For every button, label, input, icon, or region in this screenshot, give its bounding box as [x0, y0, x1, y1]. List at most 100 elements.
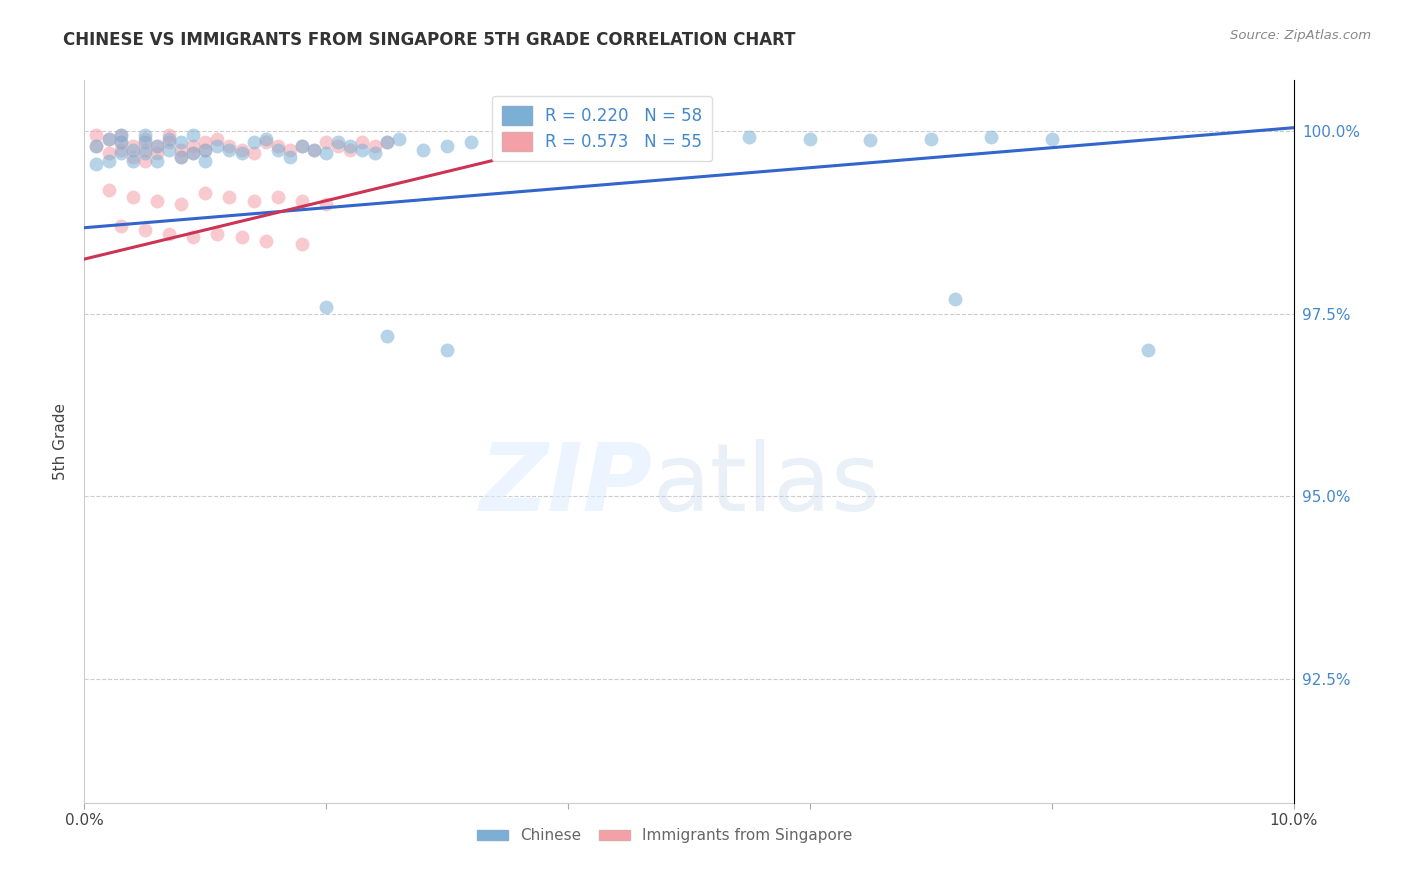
Point: [110, 128, 132, 142]
Point: [533, 136, 555, 150]
Point: [157, 227, 180, 241]
Point: [134, 153, 156, 168]
Point: [291, 139, 314, 153]
Point: [315, 300, 337, 314]
Point: [181, 146, 204, 161]
Point: [267, 143, 290, 157]
Point: [328, 139, 350, 153]
Text: CHINESE VS IMMIGRANTS FROM SINGAPORE 5TH GRADE CORRELATION CHART: CHINESE VS IMMIGRANTS FROM SINGAPORE 5TH…: [63, 31, 796, 49]
Point: [146, 153, 169, 168]
Point: [134, 223, 156, 237]
Point: [1137, 343, 1160, 358]
Point: [799, 131, 821, 145]
Point: [121, 143, 143, 157]
Point: [231, 230, 253, 244]
Point: [278, 143, 301, 157]
Point: [146, 139, 169, 153]
Point: [170, 150, 193, 164]
Point: [110, 143, 132, 157]
Point: [315, 146, 337, 161]
Point: [157, 136, 180, 150]
Point: [194, 143, 217, 157]
Point: [291, 194, 314, 208]
Point: [242, 136, 264, 150]
Point: [194, 136, 217, 150]
Point: [302, 143, 325, 157]
Y-axis label: 5th Grade: 5th Grade: [53, 403, 69, 480]
Legend: Chinese, Immigrants from Singapore: Chinese, Immigrants from Singapore: [471, 822, 859, 849]
Point: [593, 131, 616, 145]
Point: [146, 194, 169, 208]
Point: [218, 190, 240, 204]
Point: [110, 136, 132, 150]
Point: [291, 139, 314, 153]
Point: [943, 292, 966, 306]
Point: [121, 153, 143, 168]
Point: [352, 136, 374, 150]
Point: [302, 143, 325, 157]
Point: [121, 190, 143, 204]
Point: [121, 150, 143, 164]
Point: [181, 230, 204, 244]
Point: [352, 143, 374, 157]
Point: [134, 143, 156, 157]
Point: [363, 139, 385, 153]
Point: [291, 237, 314, 252]
Point: [267, 190, 290, 204]
Point: [110, 146, 132, 161]
Point: [315, 136, 337, 150]
Point: [436, 343, 458, 358]
Point: [134, 136, 156, 150]
Point: [110, 128, 132, 142]
Point: [412, 143, 434, 157]
Point: [242, 146, 264, 161]
Point: [134, 131, 156, 145]
Point: [339, 139, 361, 153]
Point: [157, 131, 180, 145]
Point: [86, 128, 108, 142]
Point: [170, 143, 193, 157]
Point: [134, 128, 156, 142]
Point: [242, 194, 264, 208]
Point: [339, 143, 361, 157]
Point: [254, 136, 277, 150]
Point: [146, 139, 169, 153]
Point: [207, 139, 229, 153]
Point: [218, 139, 240, 153]
Point: [375, 136, 398, 150]
Point: [388, 131, 411, 145]
Point: [181, 139, 204, 153]
Point: [86, 139, 108, 153]
Point: [170, 136, 193, 150]
Point: [194, 186, 217, 201]
Point: [181, 128, 204, 142]
Point: [181, 146, 204, 161]
Point: [157, 128, 180, 142]
Point: [436, 139, 458, 153]
Point: [97, 131, 120, 145]
Point: [980, 130, 1002, 145]
Point: [194, 153, 217, 168]
Point: [460, 136, 482, 150]
Point: [231, 146, 253, 161]
Point: [97, 131, 120, 145]
Point: [134, 146, 156, 161]
Point: [254, 131, 277, 145]
Point: [254, 234, 277, 248]
Point: [328, 136, 350, 150]
Point: [630, 133, 652, 147]
Point: [207, 131, 229, 145]
Point: [86, 139, 108, 153]
Point: [194, 143, 217, 157]
Point: [375, 136, 398, 150]
Point: [1040, 131, 1063, 145]
Point: [738, 130, 761, 145]
Point: [218, 143, 240, 157]
Point: [375, 328, 398, 343]
Point: [110, 219, 132, 234]
Point: [557, 133, 579, 147]
Point: [267, 139, 290, 153]
Point: [170, 197, 193, 211]
Point: [157, 143, 180, 157]
Point: [146, 146, 169, 161]
